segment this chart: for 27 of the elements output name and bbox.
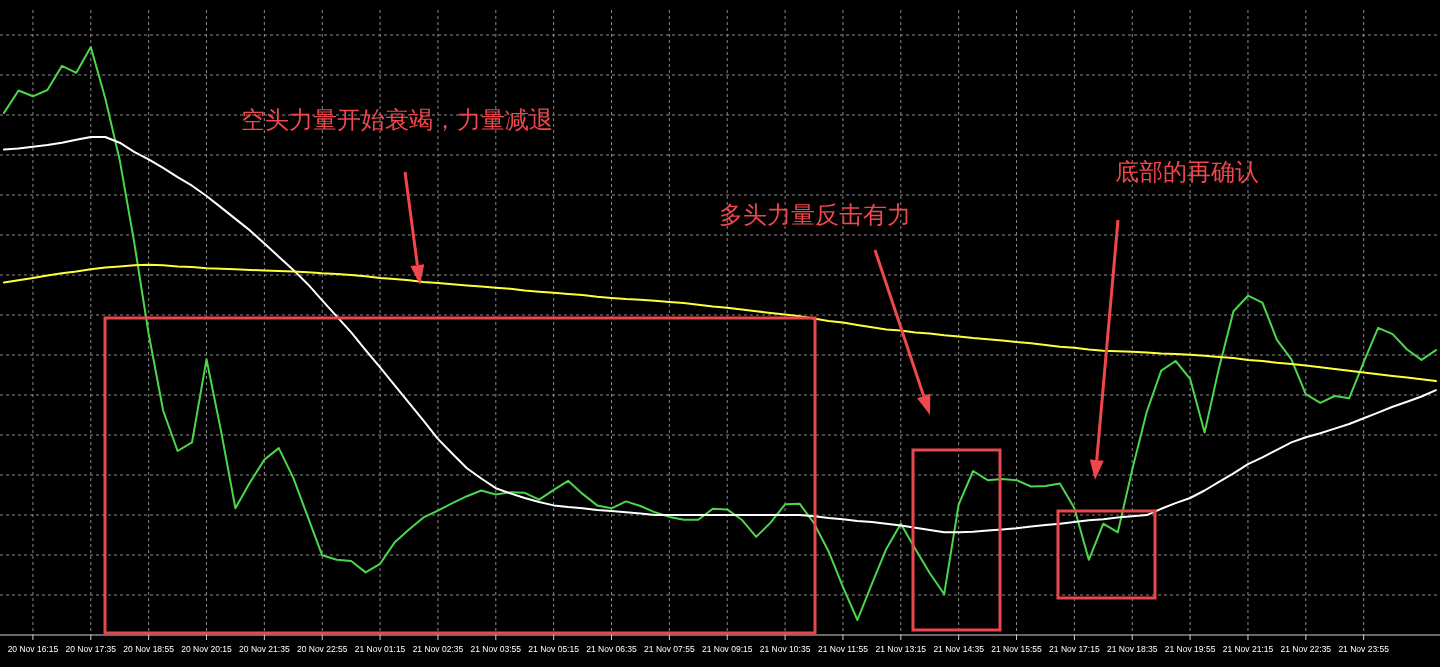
x-tick-label: 21 Nov 05:15	[528, 644, 580, 654]
annotation: 多头力量反击有力	[719, 201, 911, 229]
x-tick-label: 21 Nov 23:55	[1338, 644, 1390, 654]
x-tick-label: 20 Nov 22:55	[296, 644, 348, 654]
x-tick-label: 21 Nov 18:35	[1106, 644, 1158, 654]
x-tick-label: 20 Nov 20:15	[181, 644, 233, 654]
x-tick-label: 20 Nov 17:35	[65, 644, 117, 654]
annotation: 底部的再确认	[1115, 158, 1259, 186]
x-tick-label: 20 Nov 16:15	[7, 644, 59, 654]
annotation: 空头力量开始衰竭，力量减退	[241, 106, 553, 134]
x-tick-label: 21 Nov 11:55	[817, 644, 869, 654]
x-tick-label: 21 Nov 03:55	[470, 644, 522, 654]
x-tick-label: 21 Nov 07:55	[644, 644, 695, 654]
x-tick-label: 21 Nov 10:35	[759, 644, 811, 654]
x-tick-label: 21 Nov 06:35	[586, 644, 638, 654]
x-tick-label: 21 Nov 22:35	[1280, 644, 1332, 654]
x-tick-label: 21 Nov 17:15	[1049, 644, 1100, 654]
x-tick-label: 20 Nov 21:35	[239, 644, 290, 654]
x-tick-label: 21 Nov 19:55	[1164, 644, 1216, 654]
x-tick-label: 21 Nov 09:15	[701, 644, 753, 654]
x-tick-label: 20 Nov 18:55	[123, 644, 175, 654]
x-tick-label: 21 Nov 15:55	[991, 644, 1043, 654]
x-tick-label: 21 Nov 21:15	[1222, 644, 1274, 654]
x-tick-label: 21 Nov 14:35	[933, 644, 985, 654]
x-tick-label: 21 Nov 02:35	[412, 644, 464, 654]
x-tick-label: 21 Nov 01:15	[354, 644, 406, 654]
x-tick-label: 21 Nov 13:15	[875, 644, 927, 654]
